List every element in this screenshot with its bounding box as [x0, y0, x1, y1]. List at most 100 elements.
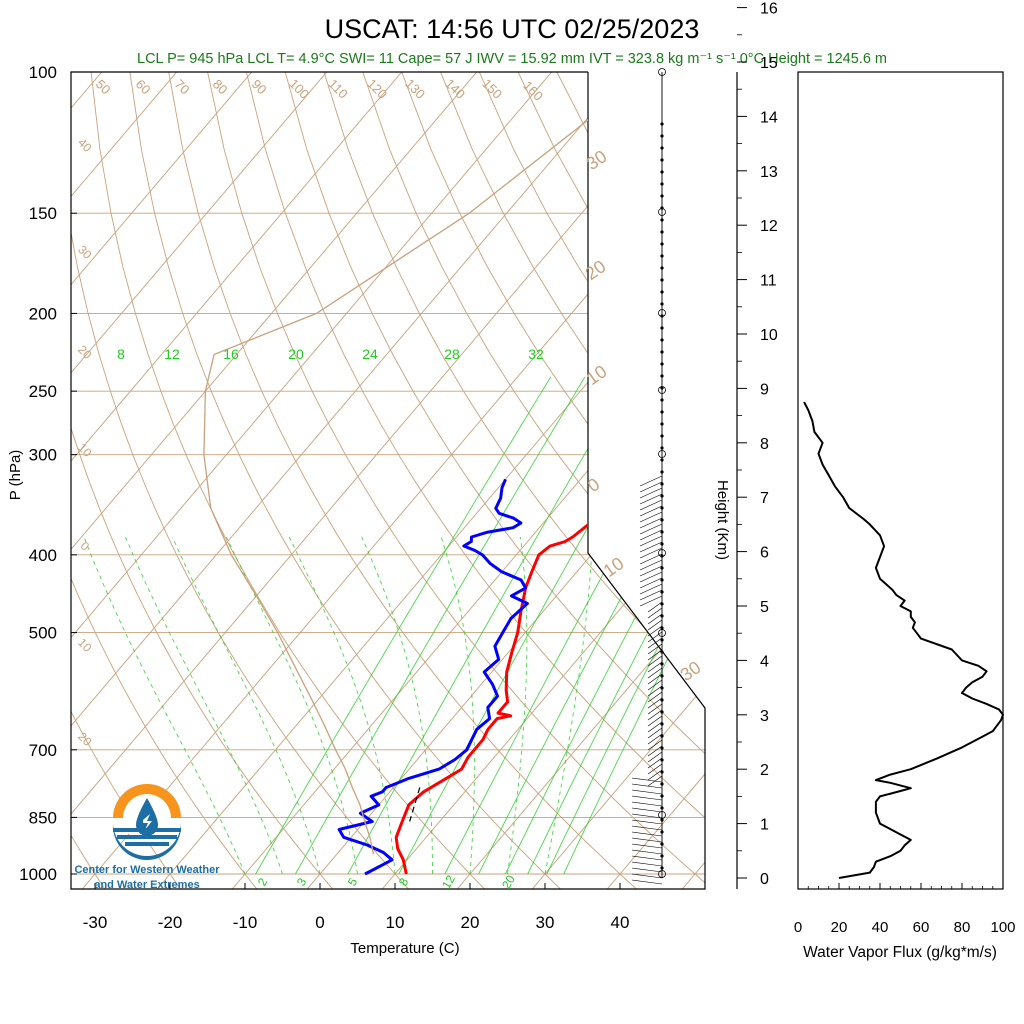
isotherm-line	[71, 72, 209, 889]
lcl-dashed-line	[409, 787, 421, 822]
height-axis-title: Height (Km)	[714, 480, 731, 560]
wind-level-dot	[660, 374, 664, 378]
wind-barb	[639, 475, 663, 487]
wind-barb	[639, 595, 663, 607]
flux-x-tick-label: 100	[990, 919, 1015, 936]
wind-level-dot	[660, 650, 664, 654]
wind-barb	[647, 625, 663, 637]
dry-adiabat	[207, 72, 705, 889]
y-axis-title: P (hPa)	[7, 450, 24, 501]
wind-level-dot	[660, 398, 664, 402]
moist-adiabat	[288, 536, 396, 875]
height-tick-label: 4	[760, 653, 769, 670]
dry-adiabat	[245, 72, 705, 889]
wind-barb	[647, 703, 663, 715]
mixing-ratio-line	[444, 376, 705, 875]
logo-wave-3	[117, 835, 177, 839]
moist-adiabat	[83, 536, 246, 875]
calm-wind-marker	[658, 68, 666, 76]
wind-level-dot	[660, 338, 664, 342]
chart-title: USCAT: 14:56 UTC 02/25/2023	[325, 14, 700, 44]
wind-barb	[647, 661, 663, 673]
x-axis-title: Temperature (C)	[350, 940, 459, 957]
x-tick-label: 30	[536, 913, 555, 932]
wind-level-dot	[660, 134, 664, 138]
isotherm-label: 120	[364, 76, 390, 102]
isotherm-label: 60	[133, 76, 154, 97]
isotherm-line	[71, 72, 359, 889]
stats-line: LCL P= 945 hPa LCL T= 4.9°C SWI= 11 Cape…	[137, 51, 887, 67]
wind-level-dot	[660, 302, 664, 306]
wind-barb	[647, 685, 663, 697]
mixing-ratio-bottom-label: 8	[396, 875, 412, 888]
wind-level-dot	[660, 326, 664, 330]
wind-barb	[639, 487, 663, 499]
isotherm-line	[605, 72, 705, 889]
mixing-ratio-bottom-label: 5	[345, 875, 361, 888]
wind-barb	[647, 667, 663, 679]
isotherm-line	[71, 72, 659, 889]
dry-adiabat	[751, 72, 1024, 891]
wind-level-dot	[660, 518, 664, 522]
isotherm-line	[756, 35, 1024, 891]
wind-level-dot	[660, 734, 664, 738]
wind-level-dot	[660, 254, 664, 258]
wind-barb	[647, 709, 663, 721]
wind-level-dot	[660, 842, 664, 846]
mixing-ratio-bottom-label: 2	[255, 875, 271, 888]
adiabat-label-right: 10	[583, 361, 611, 389]
height-tick-label: 14	[760, 109, 778, 126]
wind-barb	[631, 813, 663, 819]
cw3e-logo: Center for Western Weather and Water Ext…	[74, 784, 220, 891]
height-tick-label: 12	[760, 218, 778, 235]
grid-labels: 50 60 70 80 90 100 110 120 130 140 150 160403020100…	[75, 76, 704, 891]
mixing-ratio-line	[527, 376, 705, 875]
wind-barb	[647, 631, 663, 643]
wind-barb	[631, 849, 663, 855]
height-tick-label: 2	[760, 762, 769, 779]
dry-adiabat	[712, 72, 1024, 891]
height-tick-label: 5	[760, 599, 769, 616]
isotherm-line	[455, 72, 705, 889]
wind-level-dot	[660, 122, 664, 126]
moist-adiabat	[507, 536, 528, 875]
adiabat-label-left: 20	[75, 729, 95, 749]
wind-barb	[631, 867, 663, 873]
dry-adiabat	[401, 72, 705, 889]
mixing-ratio-line	[255, 376, 552, 875]
wind-level-dot	[660, 314, 664, 318]
wind-level-dot	[660, 674, 664, 678]
wind-level-dot	[660, 542, 664, 546]
isotherm-label: 100	[286, 76, 312, 102]
wind-level-dot	[660, 242, 664, 246]
wind-barb	[639, 547, 663, 559]
wind-barb	[647, 643, 663, 655]
mixing-ratio-top-label: 24	[362, 346, 378, 362]
dry-adiabat	[440, 72, 705, 889]
x-tick-label: 20	[461, 913, 480, 932]
mixing-ratio-line	[563, 376, 705, 875]
wind-barb	[647, 727, 663, 739]
flux-profile-line	[803, 401, 1004, 879]
adiabat-label-right: 30	[677, 657, 705, 685]
wind-barb	[639, 559, 663, 571]
wind-barb	[631, 843, 663, 849]
isotherm-label: 110	[326, 76, 351, 101]
wind-barb	[631, 801, 663, 807]
height-tick-label: 15	[760, 55, 778, 72]
x-tick-label: 40	[611, 913, 630, 932]
isotherm-line	[71, 72, 584, 889]
isotherm-label: 140	[442, 76, 468, 102]
parcel-line	[203, 72, 650, 855]
logo-text-line1: Center for Western Weather	[74, 864, 220, 876]
isotherm-line	[680, 72, 705, 889]
wind-level-dot	[660, 806, 664, 810]
wind-barb	[639, 499, 663, 511]
wind-barb	[631, 837, 663, 843]
wind-barb	[639, 529, 663, 541]
wind-barb	[647, 757, 663, 769]
wind-barb	[647, 679, 663, 691]
wind-level-dot	[660, 362, 664, 366]
